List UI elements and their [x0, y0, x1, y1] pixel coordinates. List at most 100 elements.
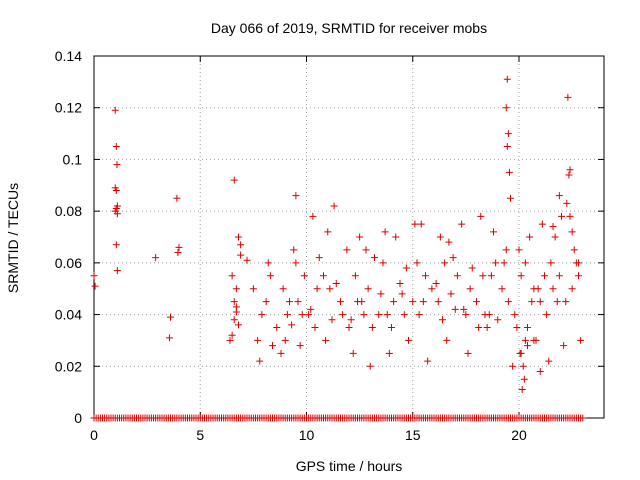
data-point — [555, 192, 563, 200]
data-point — [536, 298, 544, 306]
data-point — [464, 349, 472, 357]
data-point — [487, 272, 495, 280]
data-point — [400, 311, 408, 319]
data-point — [292, 192, 300, 200]
data-point — [518, 386, 526, 394]
data-point — [492, 259, 500, 267]
data-point — [300, 272, 308, 280]
data-point — [419, 298, 427, 306]
y-tick-label: 0.06 — [55, 255, 82, 271]
data-point — [524, 342, 531, 350]
data-point — [505, 168, 513, 176]
x-tick-label: 20 — [511, 427, 527, 443]
data-point — [347, 316, 355, 324]
data-point — [479, 272, 487, 280]
data-point — [449, 254, 457, 262]
data-point — [432, 280, 440, 288]
data-point — [294, 298, 302, 306]
data-point — [324, 228, 332, 236]
data-point — [309, 212, 317, 220]
data-point — [228, 272, 236, 280]
data-point — [424, 357, 432, 365]
data-point — [551, 233, 559, 241]
data-point — [565, 171, 573, 179]
data-point — [411, 220, 419, 228]
data-point — [536, 367, 544, 375]
data-point — [460, 305, 468, 313]
data-point — [520, 375, 528, 383]
x-tick-label: 10 — [299, 427, 315, 443]
data-point — [504, 130, 512, 138]
data-point — [356, 233, 364, 241]
data-point — [503, 143, 511, 150]
data-point — [513, 324, 521, 331]
data-point — [232, 308, 240, 316]
data-point — [521, 259, 529, 267]
y-tick-label: 0 — [74, 410, 82, 426]
data-point — [337, 298, 344, 306]
data-point — [475, 324, 483, 331]
data-point — [328, 316, 336, 324]
data-point — [368, 324, 376, 331]
data-point — [516, 349, 524, 357]
data-point — [320, 272, 327, 280]
data-point — [562, 298, 570, 306]
axis-ticks: 0 5 10 15 20 0 0.02 0.04 0.06 0.08 0.1 0.12 0.14 — [55, 48, 604, 443]
data-point — [388, 324, 395, 331]
data-point — [415, 311, 423, 319]
data-point — [462, 311, 470, 319]
data-point — [290, 246, 298, 254]
data-point — [281, 336, 289, 344]
data-point — [366, 362, 374, 370]
data-point — [511, 311, 519, 319]
data-point — [345, 324, 353, 331]
data-point — [167, 313, 174, 321]
data-point — [398, 290, 406, 298]
data-point — [113, 267, 121, 275]
data-point — [560, 342, 568, 350]
data-point — [381, 228, 389, 236]
x-axis-label: GPS time / hours — [296, 458, 403, 474]
data-point — [504, 298, 512, 306]
data-point — [441, 259, 449, 267]
data-point — [428, 285, 436, 293]
data-point — [305, 311, 313, 319]
data-point — [563, 199, 571, 207]
data-point — [112, 143, 120, 150]
data-point — [230, 316, 238, 324]
data-point — [113, 210, 121, 218]
data-point-zero — [579, 414, 587, 422]
y-axis-label: SRMTID / TECUs — [5, 183, 21, 293]
data-point — [235, 321, 242, 329]
data-point — [113, 161, 121, 169]
data-point — [503, 75, 511, 83]
data-point — [288, 321, 296, 329]
data-point — [235, 233, 242, 241]
data-point — [254, 336, 262, 344]
data-point — [279, 285, 287, 293]
data-point — [519, 362, 527, 370]
data-point — [568, 228, 576, 236]
data-point — [315, 254, 323, 262]
data-point — [451, 305, 459, 313]
data-point — [269, 342, 276, 350]
data-point — [494, 316, 502, 324]
data-point — [413, 259, 421, 267]
data-point — [502, 246, 510, 254]
data-point — [354, 298, 361, 306]
data-point — [541, 272, 548, 280]
data-point — [313, 285, 321, 293]
data-point — [498, 285, 506, 293]
data-point — [502, 104, 510, 112]
data-point — [528, 298, 536, 306]
data-point — [473, 298, 480, 306]
data-point — [262, 298, 270, 306]
data-point — [566, 212, 574, 220]
data-point — [307, 305, 315, 313]
data-point — [447, 290, 455, 298]
data-point — [237, 251, 245, 259]
data-point — [165, 334, 173, 342]
data-point — [515, 246, 523, 254]
data-point — [385, 349, 393, 357]
data-point — [481, 311, 489, 319]
